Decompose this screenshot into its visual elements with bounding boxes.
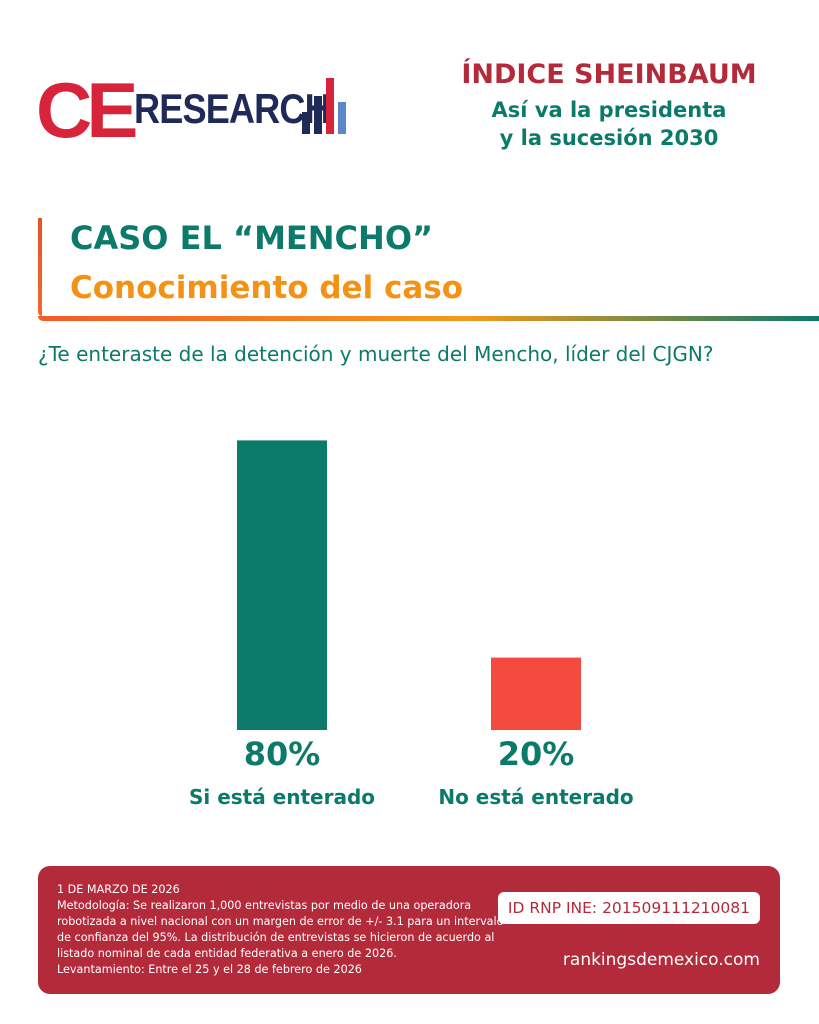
header-block: ÍNDICE SHEINBAUM Así va la presidenta y … <box>439 58 779 152</box>
bar-chart: 80% Si está enterado 20% No está enterado <box>189 440 634 809</box>
logo-ce-text: CE <box>36 66 138 154</box>
section-vertical-rule <box>38 218 42 316</box>
index-subtitle-line2: y la sucesión 2030 <box>499 126 719 150</box>
footer-fieldwork: Levantamiento: Entre el 25 y el 28 de fe… <box>57 963 362 976</box>
bar-0 <box>237 440 327 730</box>
bar-1 <box>491 657 581 730</box>
case-subtitle: Conocimiento del caso <box>70 270 464 306</box>
case-title: CASO EL “MENCHO” <box>70 219 434 257</box>
ce-research-logo: CE RESEARCH <box>36 66 346 154</box>
index-title: ÍNDICE SHEINBAUM <box>461 59 757 90</box>
footer-date: 1 DE MARZO DE 2026 <box>57 883 180 896</box>
methodology-footer: 1 DE MARZO DE 2026 Metodología: Se reali… <box>38 866 780 994</box>
value-label-0: 80% <box>244 735 321 773</box>
category-label-1: No está enterado <box>438 785 633 809</box>
footer-text-block: 1 DE MARZO DE 2026 Metodología: Se reali… <box>57 882 517 978</box>
section-gradient-rule <box>38 316 819 321</box>
section-header: CASO EL “MENCHO” Conocimiento del caso <box>38 218 819 322</box>
index-subtitle-line1: Así va la presidenta <box>491 98 727 122</box>
category-label-0: Si está enterado <box>189 785 375 809</box>
footer-methodology: Metodología: Se realizaron 1,000 entrevi… <box>57 899 504 960</box>
logo-research-text: RESEARCH <box>134 85 331 132</box>
rnp-id-badge: ID RNP INE: 201509111210081 <box>497 892 760 924</box>
survey-question: ¿Te enteraste de la detención y muerte d… <box>38 342 714 366</box>
website-link[interactable]: rankingsdemexico.com <box>562 950 760 970</box>
value-label-1: 20% <box>498 735 575 773</box>
logo-bars-icon <box>302 78 346 134</box>
